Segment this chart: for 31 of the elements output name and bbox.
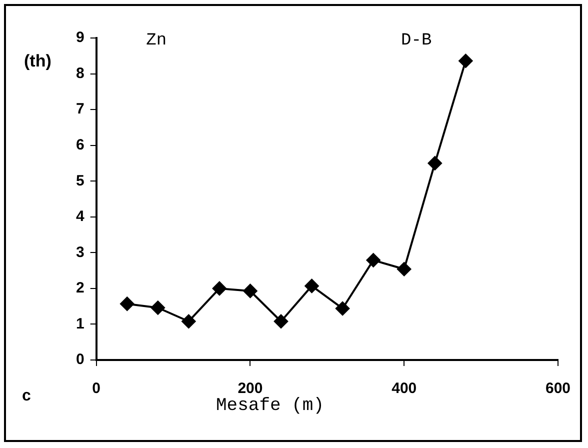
point bbox=[243, 284, 258, 298]
y-tick-label: 0 bbox=[76, 351, 84, 368]
point bbox=[397, 262, 412, 276]
x-axis-title: Mesafe (m) bbox=[216, 396, 324, 416]
y-tick-label: 8 bbox=[76, 64, 84, 82]
point bbox=[120, 296, 134, 311]
y-axis-title: (th) bbox=[24, 52, 52, 71]
y-tick-label: 4 bbox=[76, 208, 85, 226]
point bbox=[428, 156, 442, 170]
point bbox=[336, 301, 350, 316]
x-tick-label: 400 bbox=[392, 380, 417, 398]
y-tick-label: 5 bbox=[76, 172, 84, 190]
annotation: D-B bbox=[401, 32, 432, 50]
point bbox=[458, 54, 473, 68]
y-tick-label: 1 bbox=[76, 315, 84, 332]
point bbox=[150, 300, 165, 315]
y-tick-label: 6 bbox=[76, 136, 84, 154]
point bbox=[182, 314, 196, 328]
annotation: Zn bbox=[146, 32, 167, 50]
x-tick-label: 600 bbox=[545, 380, 571, 398]
y-tick-label: 3 bbox=[76, 244, 84, 261]
point bbox=[212, 281, 226, 296]
y-tick-label: 7 bbox=[76, 100, 84, 118]
point bbox=[274, 314, 288, 328]
text: c bbox=[22, 387, 31, 404]
y-tick-label: 9 bbox=[76, 29, 84, 46]
x-tick-label: 200 bbox=[238, 380, 263, 398]
y-tick-label: 2 bbox=[76, 280, 84, 297]
x-tick-label: 0 bbox=[92, 380, 101, 398]
point bbox=[304, 278, 319, 293]
point bbox=[366, 253, 380, 268]
